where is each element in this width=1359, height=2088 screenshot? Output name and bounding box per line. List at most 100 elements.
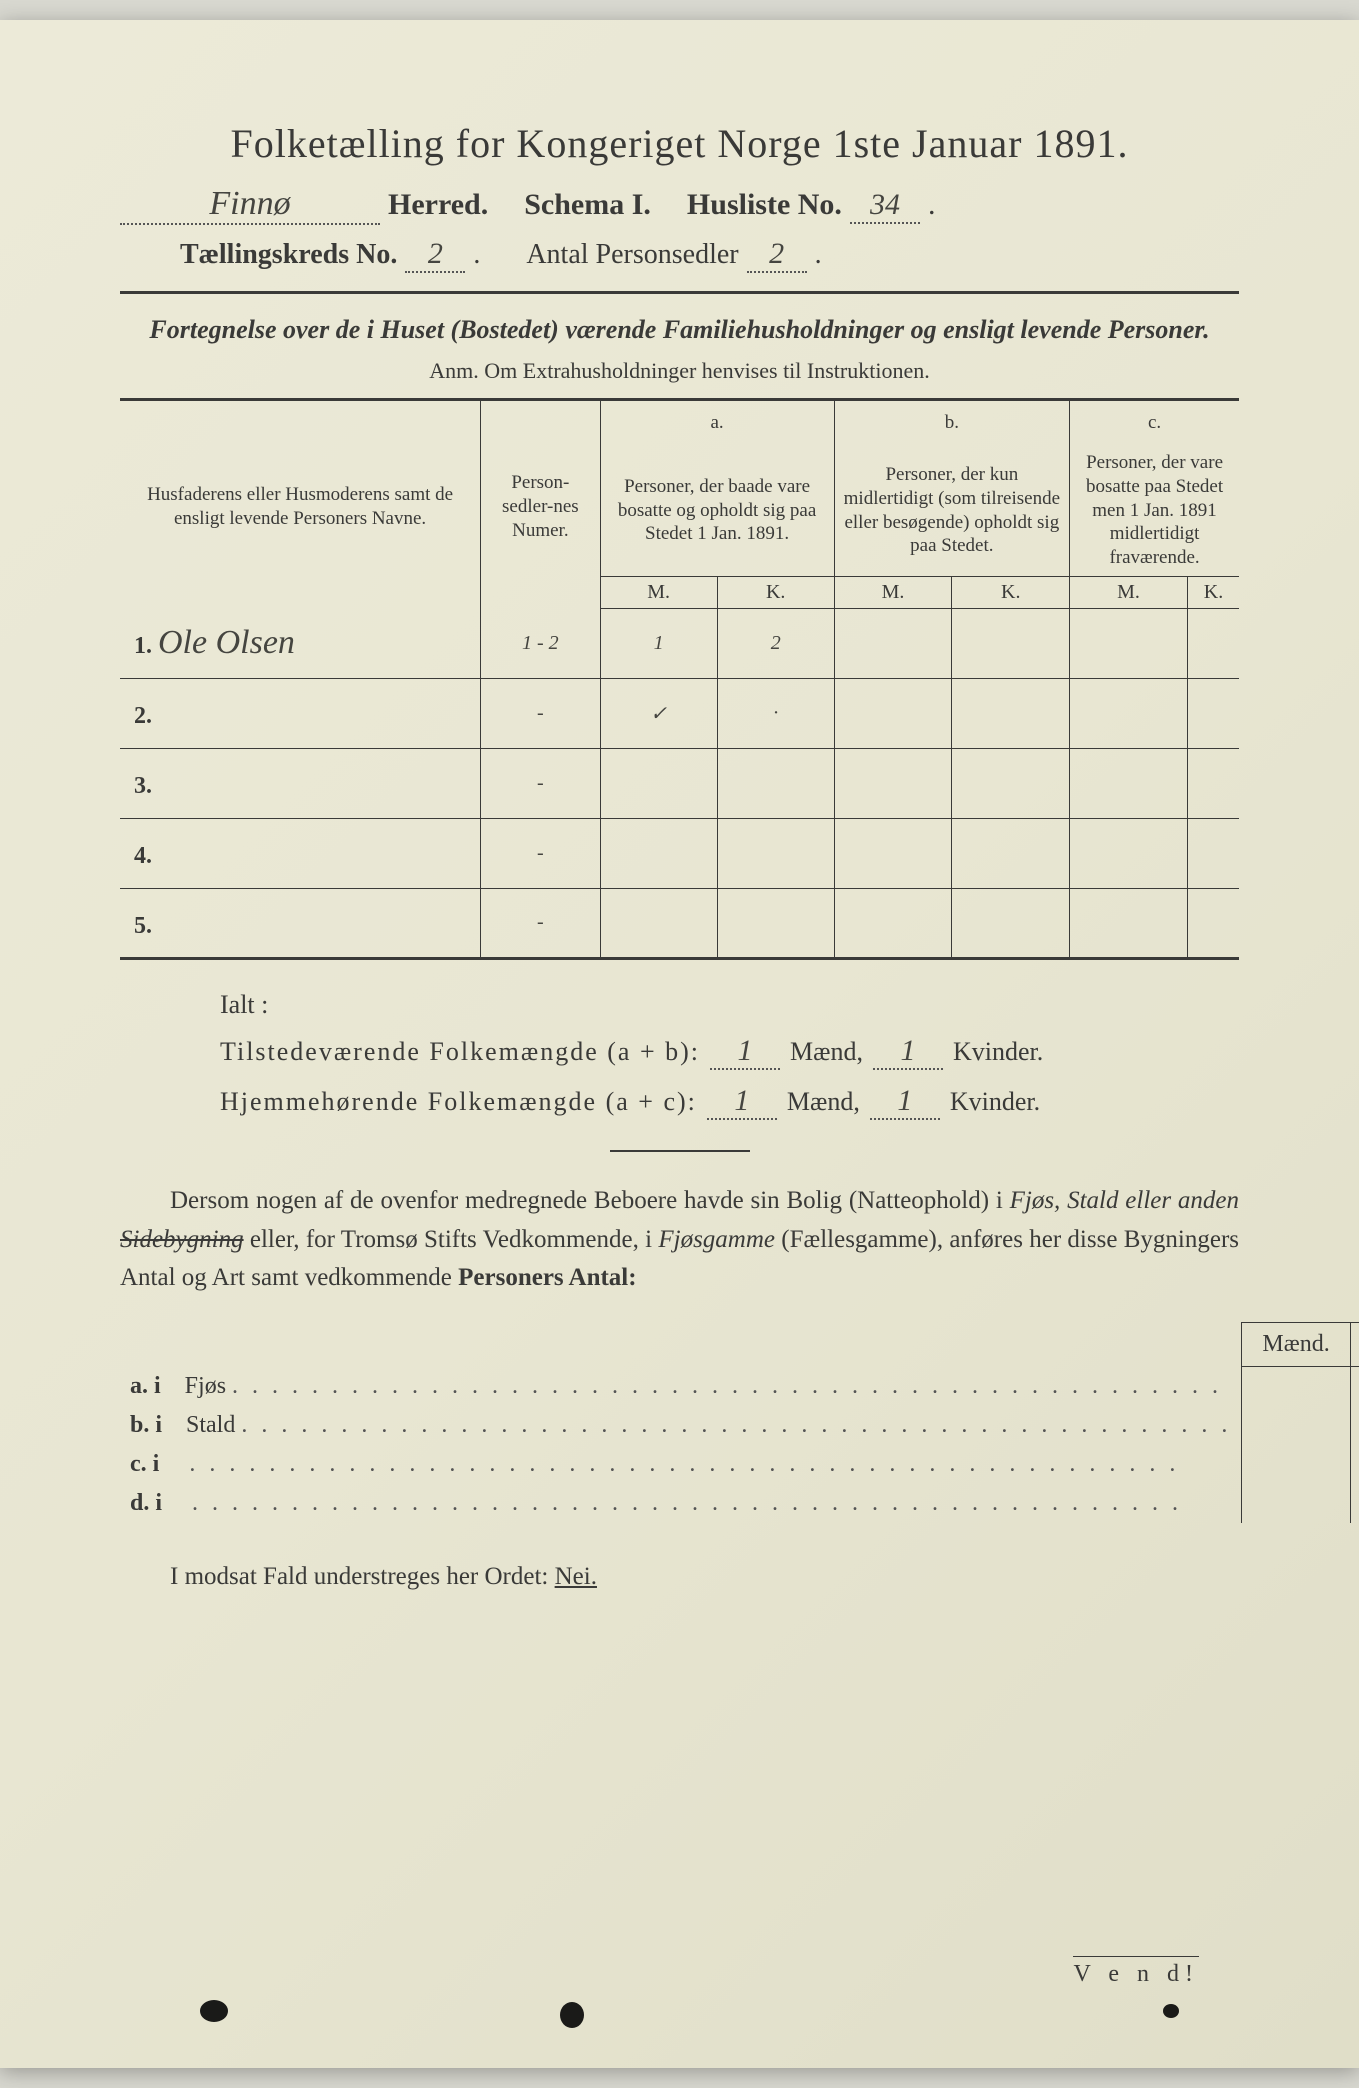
bottom-row: d. i — [120, 1484, 1359, 1523]
row-bK — [952, 818, 1070, 888]
bottom-row: c. i — [120, 1445, 1359, 1484]
row-aK: · — [717, 678, 834, 748]
ink-blot — [560, 2002, 584, 2028]
row-cM — [1070, 888, 1188, 958]
header-line-2: Finnø Herred. Schema I. Husliste No. 34 … — [120, 185, 1239, 225]
antal-value: 2 — [747, 237, 807, 273]
row-aK — [717, 888, 834, 958]
subtitle: Fortegnelse over de i Huset (Bostedet) v… — [120, 312, 1239, 348]
main-table: Husfaderens eller Husmoderens samt de en… — [120, 398, 1239, 960]
th-name: Husfaderens eller Husmoderens samt de en… — [120, 400, 481, 609]
kreds-label: Tællingskreds No. — [180, 239, 397, 271]
th-b: Personer, der kun midlertidigt (som tilr… — [834, 441, 1070, 576]
row-aM — [600, 818, 717, 888]
row-name: 3. — [120, 748, 481, 818]
bottom-row-label: c. i — [120, 1445, 1242, 1484]
husliste-label: Husliste No. — [687, 188, 842, 222]
row-aM — [600, 748, 717, 818]
row-cK — [1187, 888, 1239, 958]
antal-label: Antal Personsedler — [526, 239, 738, 271]
herred-value: Finnø — [120, 185, 380, 225]
th-a-letter: a. — [600, 400, 834, 441]
bottom-row-k — [1350, 1406, 1359, 1445]
row-name: 1. Ole Olsen — [120, 608, 481, 678]
bottom-row-label: d. i — [120, 1484, 1242, 1523]
th-b-letter: b. — [834, 400, 1070, 441]
th-b-m: M. — [834, 576, 952, 608]
row-name: 2. — [120, 678, 481, 748]
row-bM — [834, 678, 952, 748]
bottom-row: a. i Fjøs — [120, 1367, 1359, 1406]
th-a-k: K. — [717, 576, 834, 608]
th-a-m: M. — [600, 576, 717, 608]
ialt-row-1: Tilstedeværende Folkemængde (a + b): 1 M… — [220, 1034, 1239, 1070]
th-num: Person-sedler-nes Numer. — [481, 400, 600, 609]
short-rule — [610, 1150, 750, 1152]
row-num: 1 - 2 — [481, 608, 600, 678]
row-cK — [1187, 748, 1239, 818]
th-c-k: K. — [1187, 576, 1239, 608]
row-num: - — [481, 818, 600, 888]
ialt-2-k: 1 — [870, 1084, 940, 1120]
row-aK — [717, 748, 834, 818]
bottom-row-label: b. i Stald — [120, 1406, 1242, 1445]
husliste-value: 34 — [850, 188, 920, 224]
ink-blot — [200, 2000, 228, 2022]
table-row: 4. - — [120, 818, 1239, 888]
ialt-1-k: 1 — [873, 1034, 943, 1070]
row-num: - — [481, 748, 600, 818]
bottom-row-k — [1350, 1484, 1359, 1523]
row-cM — [1070, 678, 1188, 748]
row-bM — [834, 608, 952, 678]
table-row: 2. -✓· — [120, 678, 1239, 748]
row-aM: ✓ — [600, 678, 717, 748]
bottom-table: Mænd. Kvinder. a. i Fjøs b. i Stald c. i… — [120, 1322, 1359, 1523]
header-line-3: Tællingskreds No. 2 . Antal Personsedler… — [120, 237, 1239, 273]
table-row: 5. - — [120, 888, 1239, 958]
row-aK — [717, 818, 834, 888]
bottom-row-m — [1242, 1484, 1350, 1523]
th-c-letter: c. — [1070, 400, 1239, 441]
row-bK — [952, 888, 1070, 958]
th-c-m: M. — [1070, 576, 1188, 608]
row-bK — [952, 608, 1070, 678]
row-cM — [1070, 608, 1188, 678]
herred-label: Herred. — [388, 188, 488, 222]
row-bM — [834, 888, 952, 958]
bottom-row-m — [1242, 1406, 1350, 1445]
ialt-label: Ialt : — [220, 990, 1239, 1020]
bottom-row-k — [1350, 1367, 1359, 1406]
ialt-2-m: 1 — [707, 1084, 777, 1120]
rule-1 — [120, 291, 1239, 294]
th-c: Personer, der vare bosatte paa Stedet me… — [1070, 441, 1239, 576]
nei-line: I modsat Fald understreges her Ordet: Ne… — [120, 1563, 1239, 1591]
bt-h1: Mænd. — [1242, 1323, 1350, 1367]
row-cK — [1187, 678, 1239, 748]
anm-note: Anm. Om Extrahusholdninger henvises til … — [120, 358, 1239, 384]
row-cM — [1070, 818, 1188, 888]
vend-label: V e n d! — [1073, 1956, 1199, 1988]
bottom-row-m — [1242, 1445, 1350, 1484]
row-cM — [1070, 748, 1188, 818]
row-aM — [600, 888, 717, 958]
row-bM — [834, 748, 952, 818]
ink-blot — [1163, 2004, 1179, 2018]
row-num: - — [481, 888, 600, 958]
bottom-row: b. i Stald — [120, 1406, 1359, 1445]
row-bK — [952, 678, 1070, 748]
row-name: 4. — [120, 818, 481, 888]
table-row: 3. - — [120, 748, 1239, 818]
row-num: - — [481, 678, 600, 748]
row-name: 5. — [120, 888, 481, 958]
row-aK: 2 — [717, 608, 834, 678]
instruction-paragraph: Dersom nogen af de ovenfor medregnede Be… — [120, 1182, 1239, 1298]
schema-label: Schema I. — [524, 188, 651, 222]
main-title: Folketælling for Kongeriget Norge 1ste J… — [120, 120, 1239, 167]
table-row: 1. Ole Olsen1 - 212 — [120, 608, 1239, 678]
ialt-block: Ialt : Tilstedeværende Folkemængde (a + … — [120, 990, 1239, 1120]
th-b-k: K. — [952, 576, 1070, 608]
row-cK — [1187, 818, 1239, 888]
kreds-value: 2 — [405, 237, 465, 273]
row-bK — [952, 748, 1070, 818]
bottom-row-m — [1242, 1367, 1350, 1406]
